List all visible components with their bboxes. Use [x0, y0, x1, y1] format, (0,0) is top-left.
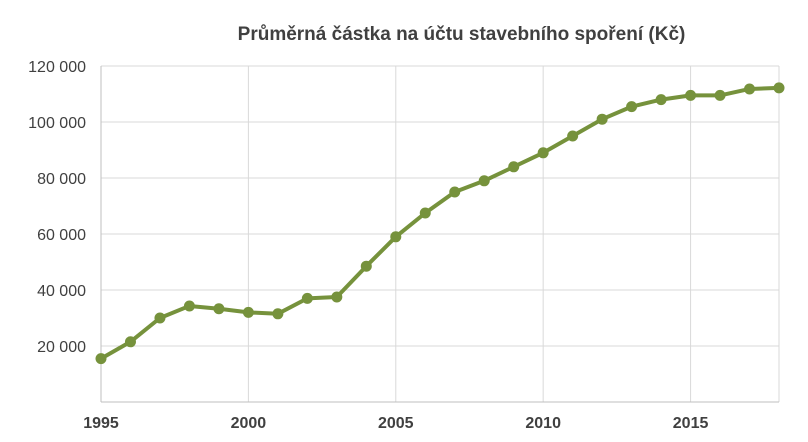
data-point [744, 83, 756, 95]
data-point [626, 101, 638, 113]
data-point [331, 291, 343, 303]
chart-title: Průměrná částka na účtu stavebního spoře… [237, 24, 686, 45]
data-point [596, 113, 608, 125]
y-tick-label: 40 000 [37, 283, 86, 300]
y-tick-label: 20 000 [37, 339, 86, 356]
data-point [272, 308, 284, 320]
data-point [301, 292, 313, 304]
x-tick-label: 2010 [525, 415, 561, 432]
data-point [242, 306, 254, 318]
data-point [213, 303, 225, 315]
y-tick-label: 100 000 [28, 115, 86, 132]
y-tick-label: 60 000 [37, 227, 86, 244]
data-point [508, 161, 520, 173]
data-point [419, 207, 431, 219]
x-tick-label: 1995 [83, 415, 119, 432]
data-point [154, 312, 166, 324]
x-tick-label: 2000 [231, 415, 267, 432]
data-point [183, 300, 195, 312]
data-point [390, 231, 402, 243]
y-tick-label: 120 000 [28, 59, 86, 76]
data-point [655, 94, 667, 106]
y-tick-label: 80 000 [37, 171, 86, 188]
data-point [449, 186, 461, 198]
data-point [537, 147, 549, 159]
data-point [478, 175, 490, 187]
data-point [773, 82, 785, 94]
series-line [99, 85, 781, 361]
x-tick-label: 2005 [378, 415, 414, 432]
data-point [714, 89, 726, 101]
data-point [567, 130, 579, 142]
x-tick-label: 2015 [673, 415, 709, 432]
data-point [360, 260, 372, 272]
data-point [95, 353, 107, 365]
data-point [124, 336, 136, 348]
data-point [685, 89, 697, 101]
